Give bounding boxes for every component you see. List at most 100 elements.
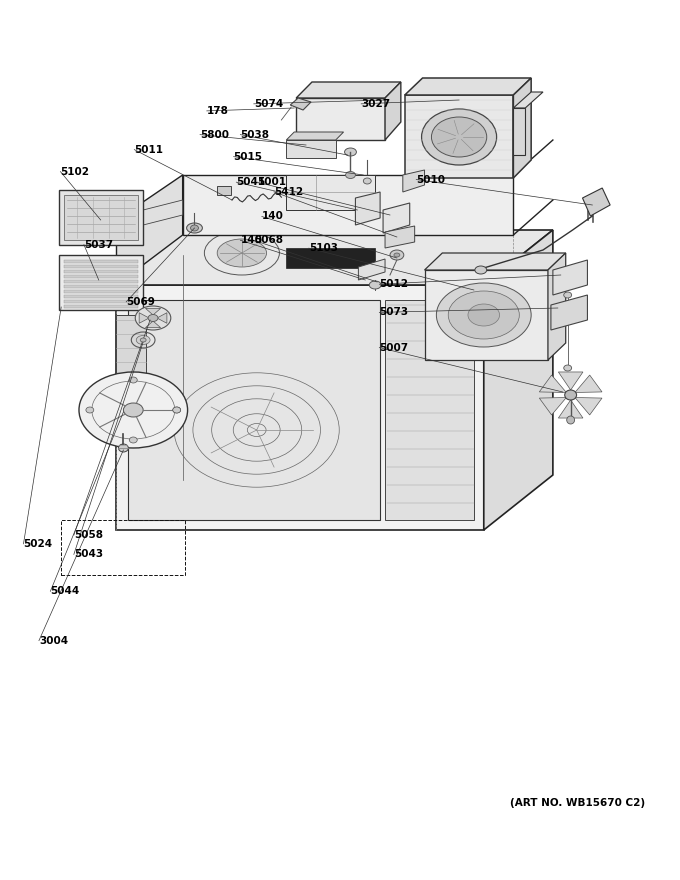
Ellipse shape	[363, 178, 371, 184]
Polygon shape	[286, 175, 375, 210]
Polygon shape	[558, 372, 583, 390]
Polygon shape	[553, 260, 588, 295]
Text: 5043: 5043	[74, 549, 103, 560]
Polygon shape	[575, 398, 602, 415]
Ellipse shape	[394, 253, 400, 257]
Ellipse shape	[129, 377, 137, 383]
Ellipse shape	[431, 117, 487, 157]
Polygon shape	[116, 315, 146, 430]
Ellipse shape	[129, 437, 137, 443]
Ellipse shape	[369, 281, 381, 289]
Polygon shape	[59, 255, 143, 310]
Ellipse shape	[136, 335, 150, 344]
Polygon shape	[513, 92, 543, 108]
Polygon shape	[385, 82, 401, 140]
Ellipse shape	[173, 407, 181, 413]
Polygon shape	[116, 230, 553, 285]
Ellipse shape	[564, 390, 577, 400]
Text: 5103: 5103	[309, 243, 338, 253]
Polygon shape	[424, 253, 566, 270]
Ellipse shape	[475, 266, 487, 274]
Ellipse shape	[118, 444, 129, 452]
Ellipse shape	[140, 338, 146, 342]
Ellipse shape	[217, 239, 267, 267]
Text: (ART NO. WB15670 C2): (ART NO. WB15670 C2)	[510, 798, 645, 809]
Polygon shape	[143, 200, 183, 225]
Polygon shape	[513, 108, 525, 155]
Polygon shape	[358, 259, 385, 280]
Text: 5044: 5044	[50, 586, 80, 597]
Ellipse shape	[79, 372, 188, 448]
Polygon shape	[116, 285, 483, 530]
Polygon shape	[356, 192, 380, 225]
Polygon shape	[59, 190, 143, 245]
Text: 3004: 3004	[39, 635, 68, 646]
Text: 5074: 5074	[254, 99, 283, 109]
Polygon shape	[290, 98, 311, 110]
Text: 5012: 5012	[379, 279, 408, 290]
Ellipse shape	[135, 306, 171, 330]
Text: 5041: 5041	[237, 177, 265, 187]
Polygon shape	[64, 270, 138, 273]
Polygon shape	[383, 203, 410, 233]
Polygon shape	[483, 230, 553, 530]
Ellipse shape	[186, 223, 203, 233]
Polygon shape	[139, 312, 149, 323]
Polygon shape	[405, 78, 531, 95]
Polygon shape	[403, 170, 424, 192]
Polygon shape	[513, 78, 531, 178]
Polygon shape	[385, 300, 474, 520]
Text: 5015: 5015	[234, 151, 262, 162]
Polygon shape	[64, 290, 138, 293]
Polygon shape	[64, 280, 138, 283]
Text: 5024: 5024	[24, 539, 52, 549]
Polygon shape	[64, 260, 138, 263]
Text: 140: 140	[240, 235, 262, 246]
Bar	[217, 186, 231, 195]
Polygon shape	[551, 295, 588, 330]
Ellipse shape	[345, 172, 356, 179]
Polygon shape	[146, 321, 160, 327]
Polygon shape	[286, 132, 343, 140]
Text: 3027: 3027	[361, 99, 390, 109]
Polygon shape	[539, 398, 566, 415]
Ellipse shape	[86, 407, 94, 413]
Text: 5011: 5011	[134, 144, 163, 155]
Text: 5412: 5412	[274, 187, 303, 197]
Ellipse shape	[564, 292, 572, 298]
Ellipse shape	[123, 403, 143, 417]
Text: 5038: 5038	[240, 129, 269, 140]
Polygon shape	[405, 95, 513, 178]
Text: 5068: 5068	[254, 235, 283, 246]
Text: 178: 178	[207, 106, 228, 116]
Polygon shape	[539, 375, 566, 392]
Polygon shape	[146, 308, 160, 315]
Ellipse shape	[148, 314, 158, 321]
Polygon shape	[296, 82, 401, 98]
Polygon shape	[286, 248, 375, 268]
Polygon shape	[64, 265, 138, 268]
Polygon shape	[64, 275, 138, 278]
Polygon shape	[129, 300, 380, 520]
Ellipse shape	[448, 291, 520, 339]
Text: 5007: 5007	[379, 342, 409, 353]
Ellipse shape	[566, 416, 575, 424]
Polygon shape	[583, 188, 610, 216]
Ellipse shape	[190, 225, 199, 231]
Text: 5073: 5073	[379, 307, 409, 318]
Text: 5058: 5058	[74, 530, 103, 540]
Text: 140: 140	[262, 211, 284, 222]
Ellipse shape	[390, 250, 404, 260]
Bar	[61, 520, 185, 575]
Polygon shape	[64, 195, 138, 240]
Text: 5010: 5010	[416, 174, 445, 185]
Ellipse shape	[437, 283, 531, 347]
Polygon shape	[64, 305, 138, 308]
Text: 5001: 5001	[257, 177, 286, 187]
Text: 5069: 5069	[126, 297, 155, 307]
Polygon shape	[64, 300, 138, 303]
Text: 5800: 5800	[200, 129, 229, 140]
Polygon shape	[64, 295, 138, 298]
Ellipse shape	[422, 109, 496, 165]
Text: 5102: 5102	[61, 166, 90, 177]
